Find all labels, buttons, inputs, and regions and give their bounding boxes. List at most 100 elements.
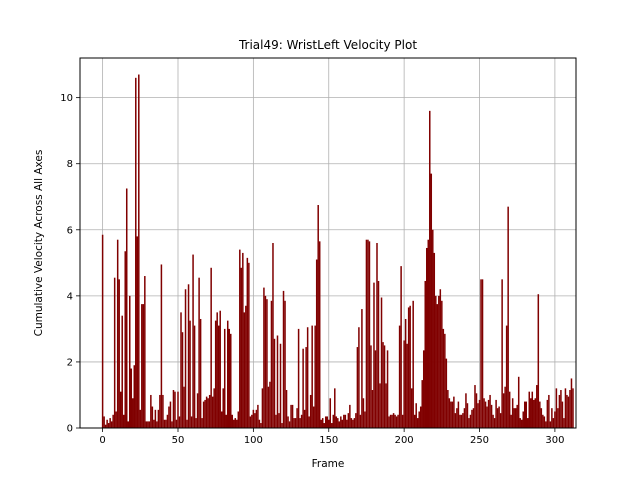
bar: [315, 259, 318, 428]
bar: [490, 404, 493, 428]
bar: [240, 267, 243, 428]
bar: [511, 398, 514, 428]
bar: [162, 394, 164, 428]
bar: [499, 413, 502, 428]
bar: [303, 409, 306, 428]
bar: [172, 390, 175, 428]
bar: [139, 409, 142, 428]
bar: [502, 393, 505, 428]
bar: [150, 394, 152, 428]
bar: [285, 390, 288, 428]
bar: [104, 424, 107, 428]
bar: [370, 345, 372, 428]
bar: [278, 413, 280, 428]
bar: [557, 408, 559, 428]
bar: [337, 418, 339, 428]
bar: [239, 249, 241, 428]
bar: [340, 416, 342, 428]
bar: [326, 416, 328, 428]
bar: [248, 262, 250, 428]
x-tick-label: 0: [99, 435, 105, 446]
bar: [382, 342, 384, 428]
bar: [377, 280, 380, 428]
bar: [468, 418, 470, 428]
bar: [109, 418, 111, 428]
bar: [472, 408, 475, 428]
bar: [406, 343, 408, 428]
bar: [309, 394, 312, 428]
bar: [254, 413, 256, 428]
bar: [317, 205, 319, 428]
bar: [474, 385, 476, 428]
bar: [555, 388, 558, 428]
bar: [338, 421, 341, 428]
bar: [471, 409, 473, 428]
bar: [545, 421, 547, 428]
bar: [175, 419, 178, 428]
bar: [459, 414, 461, 428]
bar: [208, 394, 211, 428]
bar: [404, 318, 407, 428]
bar: [288, 421, 291, 428]
bar: [107, 423, 110, 428]
bar: [135, 77, 137, 429]
bar: [533, 399, 535, 428]
bar: [444, 333, 446, 428]
bar: [435, 295, 437, 428]
bar: [475, 393, 478, 428]
bar: [282, 290, 285, 428]
bar: [433, 252, 436, 428]
bar: [445, 358, 448, 428]
bar: [293, 418, 295, 428]
bar: [130, 368, 133, 428]
bar: [441, 300, 443, 428]
bar: [121, 315, 123, 428]
bar: [398, 325, 401, 428]
bar: [465, 393, 467, 428]
bar: [141, 304, 143, 428]
bar: [147, 421, 149, 428]
bar: [561, 401, 564, 428]
bar: [566, 394, 568, 428]
bar: [306, 327, 309, 428]
bar: [234, 418, 237, 428]
bar: [483, 398, 485, 428]
bar: [551, 408, 553, 428]
bar: [569, 390, 571, 428]
bar: [201, 418, 203, 428]
plot-frame: [79, 57, 577, 429]
bar: [394, 414, 396, 428]
bar: [554, 411, 556, 428]
bar: [237, 411, 240, 428]
bar: [453, 396, 455, 428]
bar: [365, 239, 368, 428]
bar: [300, 414, 303, 428]
bar: [220, 411, 223, 428]
bar: [138, 74, 140, 429]
bar: [249, 416, 252, 428]
bar: [379, 383, 381, 428]
chart-title: Trial49: WristLeft Velocity Plot: [238, 38, 417, 52]
bar: [514, 408, 517, 428]
bar: [436, 304, 439, 428]
bar: [258, 419, 261, 428]
bar: [358, 327, 360, 428]
y-axis-ticks: 0 2 4 6 8 10: [60, 93, 80, 435]
bar: [273, 338, 276, 428]
x-axis-label: Frame: [312, 458, 345, 470]
y-tick-label: 6: [67, 225, 73, 236]
bar: [132, 398, 134, 428]
bar: [493, 418, 496, 428]
bar: [496, 408, 499, 428]
bar: [324, 416, 327, 428]
bar: [570, 378, 573, 428]
bar: [204, 399, 206, 428]
bar: [323, 423, 325, 428]
bar: [136, 236, 139, 428]
bar: [272, 243, 274, 428]
bar: [156, 421, 158, 428]
bar: [144, 276, 146, 428]
bar: [270, 300, 273, 428]
bar: [415, 403, 417, 428]
